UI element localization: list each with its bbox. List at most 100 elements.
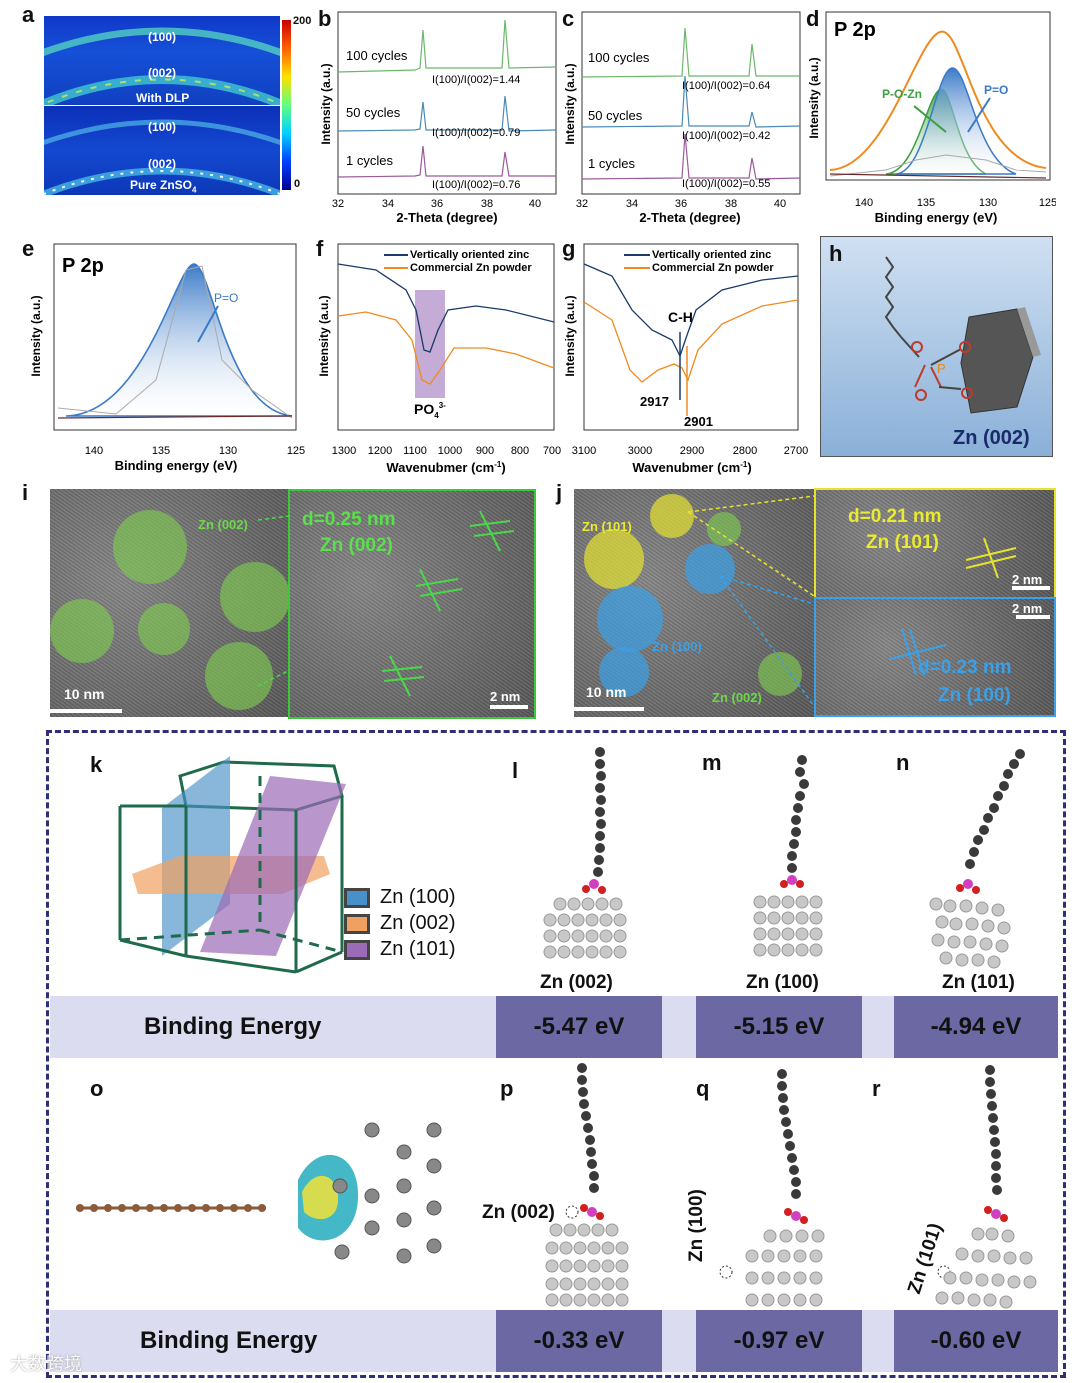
raw-data xyxy=(829,154,1047,177)
panel-label-l: l xyxy=(512,758,519,783)
tick-f-6: 800 xyxy=(511,445,529,457)
energy-n: -4.94 eV xyxy=(894,996,1058,1058)
panel-label-n: n xyxy=(896,750,910,775)
panel-label-p: p xyxy=(500,1076,514,1101)
panel-label-r: r xyxy=(872,1076,881,1101)
o-atom-1 xyxy=(911,341,923,353)
charge-density-diagram xyxy=(76,1122,442,1264)
baseline-e xyxy=(57,415,293,419)
structure-n xyxy=(929,749,1025,969)
i-circle-label: Zn (002) xyxy=(198,517,248,532)
baseline xyxy=(829,173,1047,179)
envelope xyxy=(829,30,1047,171)
row-b-100: 100 cycles xyxy=(346,48,408,63)
tick-c-1: 32 xyxy=(576,198,588,210)
tick-f-3: 1100 xyxy=(403,445,427,457)
peak-2917: 2917 xyxy=(640,394,669,409)
tick-f-5: 900 xyxy=(476,445,494,457)
tick-g-4: 2800 xyxy=(733,445,757,457)
title-e: P 2p xyxy=(62,255,104,277)
trace-c-50 xyxy=(581,75,801,128)
legend-g-2: Commercial Zn powder xyxy=(652,262,774,274)
j-zn100: Zn (100) xyxy=(652,639,702,654)
ratio-c-1: I(100)/I(002)=0.55 xyxy=(682,178,770,190)
charge-yellow-lobe xyxy=(302,1175,339,1220)
caption-p: Zn (002) xyxy=(482,1202,555,1223)
panel-label-k: k xyxy=(90,752,103,777)
tick-e-1: 140 xyxy=(85,445,103,457)
j-bot-d: d=0.23 nm xyxy=(918,657,1012,678)
structure-r xyxy=(935,1065,1037,1309)
ftir-chart-f: Vertically oriented zinc Commercial Zn p… xyxy=(317,243,561,475)
j-top-zn: Zn (101) xyxy=(866,532,939,553)
tick-g-3: 2900 xyxy=(680,445,704,457)
tick-c-2: 34 xyxy=(626,198,638,210)
hex-prism-diagram xyxy=(118,756,346,974)
trace-c-100 xyxy=(581,27,800,78)
xrd-chart-c: 32 34 36 38 40 2-Theta (degree) Intensit… xyxy=(563,11,801,225)
peak-label-e: P=O xyxy=(214,291,238,305)
caption-h: Zn (002) xyxy=(953,427,1030,449)
tick-d-2: 135 xyxy=(917,197,935,209)
row-c-1: 1 cycles xyxy=(588,156,635,171)
ftir-chart-g: Vertically oriented zinc Commercial Zn p… xyxy=(563,243,808,475)
legend-g-1: Vertically oriented zinc xyxy=(652,249,771,261)
row-b-1: 1 cycles xyxy=(346,153,393,168)
trace-100-cycles xyxy=(337,19,557,73)
tem-image-i-right: d=0.25 nm Zn (002) 2 nm xyxy=(288,489,536,719)
plane-101 xyxy=(200,776,346,956)
peak-p-eq-o xyxy=(895,67,1017,175)
i-zn-label: Zn (002) xyxy=(320,535,393,556)
trace-50-cycles xyxy=(337,95,557,132)
xlabel-f: Wavenubmer (cm-1) xyxy=(386,460,505,475)
j-zn002: Zn (002) xyxy=(712,690,762,705)
ylabel-e: Intensity (a.u.) xyxy=(29,295,43,376)
binding-energy-title-2: Binding Energy xyxy=(140,1327,318,1354)
panel-label-q: q xyxy=(696,1076,710,1101)
xps-chart-e: P 2p P=O 140 135 130 125 Binding energy … xyxy=(29,243,305,473)
trace-c-1 xyxy=(581,133,801,180)
i-scale-left: 10 nm xyxy=(64,686,105,702)
j-bot-zn: Zn (100) xyxy=(938,685,1011,706)
tick-f-1: 1300 xyxy=(332,445,356,457)
peak-2901: 2901 xyxy=(684,414,713,429)
schematic-h: P Zn (002) h xyxy=(820,236,1053,457)
caption-q: Zn (100) xyxy=(686,1189,707,1262)
energy-l: -5.47 eV xyxy=(496,996,662,1058)
energy-m: -5.15 eV xyxy=(696,996,862,1058)
tick-b-4: 38 xyxy=(481,198,493,210)
panel-label-d: d xyxy=(806,6,820,31)
ch-label: C-H xyxy=(668,309,693,325)
trace-g-commercial xyxy=(583,299,799,383)
row-b-50: 50 cycles xyxy=(346,105,401,120)
peak-p-eq-o-e xyxy=(65,263,293,417)
legend-zn002: Zn (002) xyxy=(344,912,456,935)
raw-data-e xyxy=(57,265,293,419)
xrd-chart-b: 32 34 36 38 40 2-Theta (degree) Intensit… xyxy=(320,11,557,225)
tick-d-1: 140 xyxy=(855,197,873,209)
xrd-2d-image-with-dlp: (100) (002) With DLP xyxy=(44,16,280,105)
xlabel-e: Binding energy (eV) xyxy=(115,458,238,473)
colorbar-min: 0 xyxy=(294,178,301,190)
caption-l: Zn (002) xyxy=(540,972,613,993)
tick-g-1: 3100 xyxy=(572,445,596,457)
colorbar xyxy=(282,20,291,190)
ylabel-g: Intensity (a.u.) xyxy=(563,295,577,376)
panel-label-h: h xyxy=(829,241,843,266)
structure-m xyxy=(753,755,823,957)
ylabel-f: Intensity (a.u.) xyxy=(317,295,331,376)
tick-f-4: 1000 xyxy=(438,445,462,457)
po4-label: PO43- xyxy=(414,401,446,420)
trace-f-commercial xyxy=(337,311,555,385)
caption-pure-znso4: Pure ZnSO4 xyxy=(130,178,197,195)
energy-r: -0.60 eV xyxy=(894,1310,1058,1372)
dft-section-frame xyxy=(46,730,1066,1378)
xlabel-d: Binding energy (eV) xyxy=(875,210,998,225)
panel-label-i: i xyxy=(22,480,29,505)
row-c-100: 100 cycles xyxy=(588,50,650,65)
j-zn101: Zn (101) xyxy=(582,519,632,534)
legend-swatch-002 xyxy=(344,913,370,934)
label-100-bottom: (100) xyxy=(148,120,177,134)
xlabel-c: 2-Theta (degree) xyxy=(639,210,740,225)
panel-label-e: e xyxy=(22,236,35,261)
